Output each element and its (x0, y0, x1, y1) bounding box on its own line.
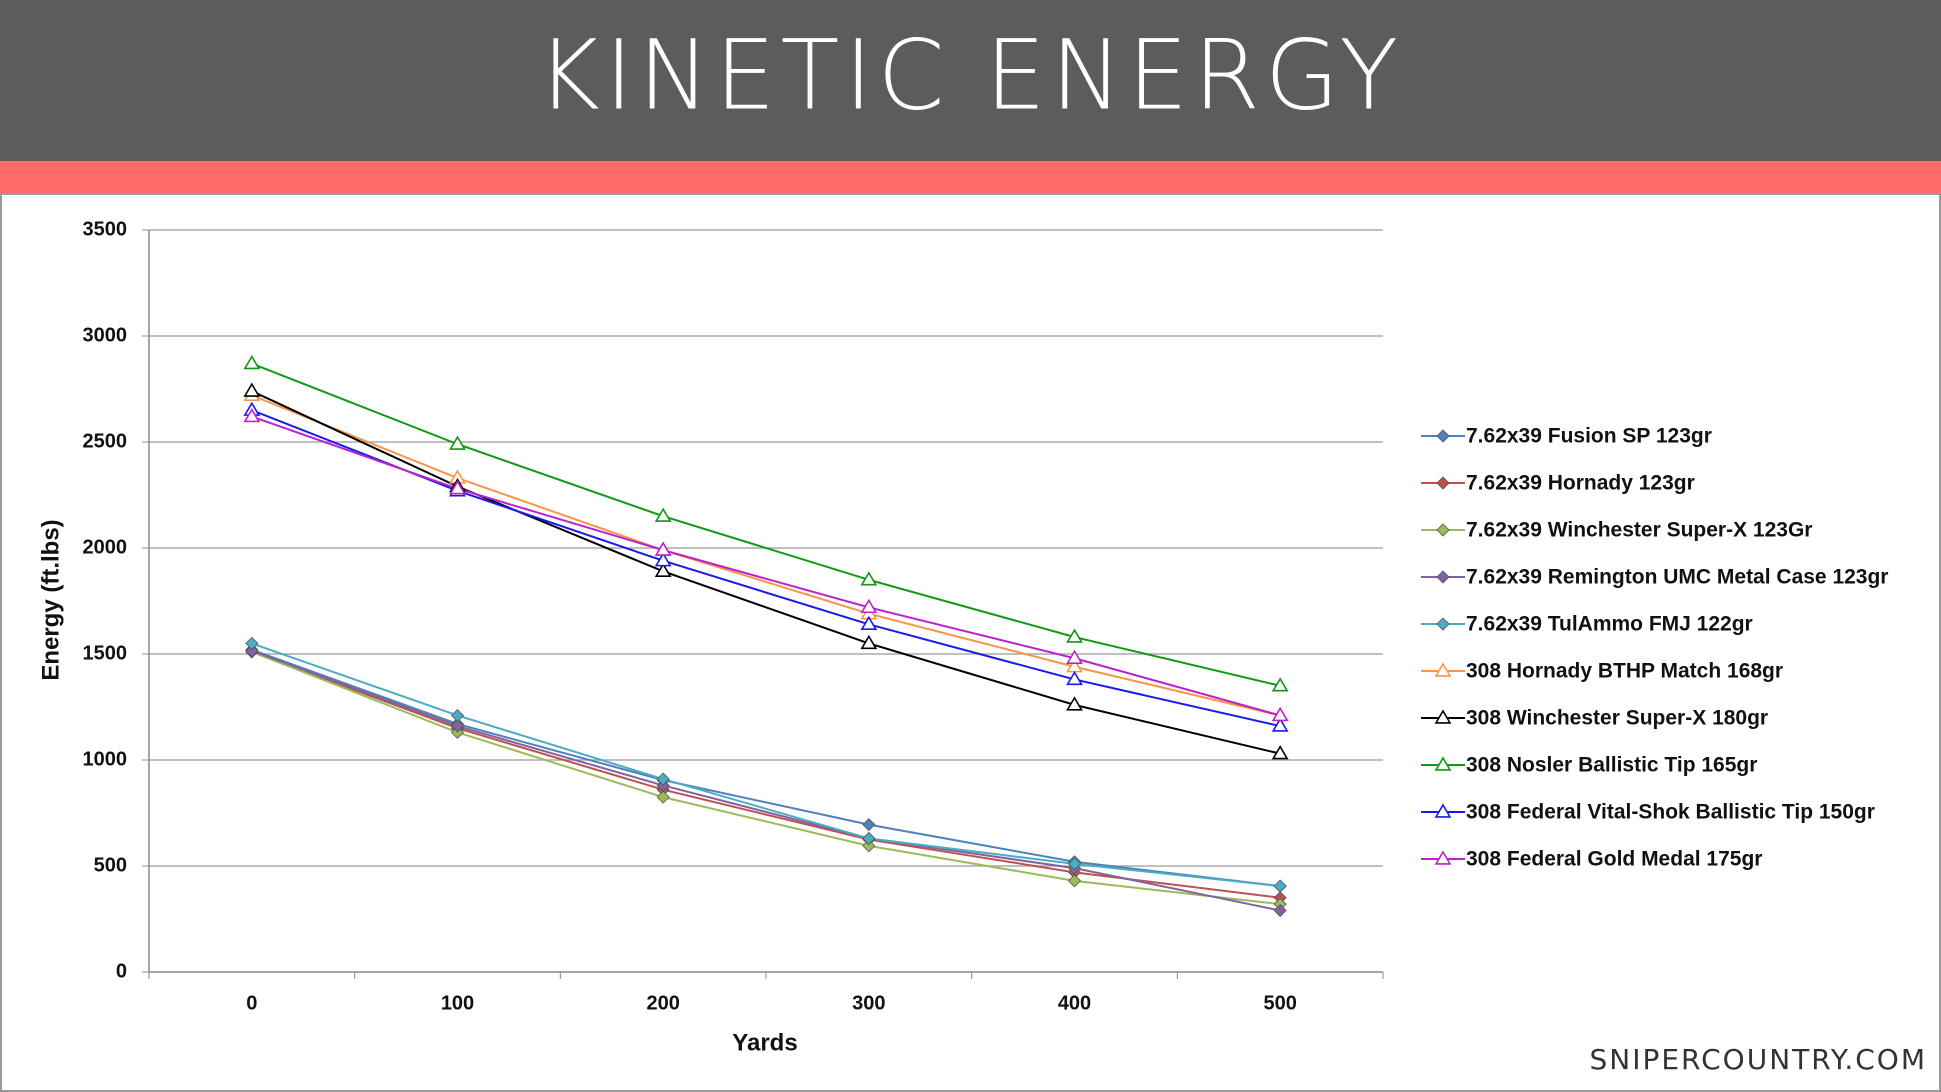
series-line (251, 390, 1281, 755)
x-tick-label: 300 (852, 992, 885, 1014)
data-point (862, 818, 876, 832)
x-tick-label: 400 (1058, 992, 1091, 1014)
series-line (251, 415, 1281, 717)
series-line (251, 649, 1281, 912)
x-tick-label: 500 (1263, 992, 1296, 1014)
data-point (654, 541, 672, 556)
data-point (450, 708, 465, 723)
chart-title: KINETIC ENERGY (537, 19, 1403, 131)
series-line (251, 642, 1281, 888)
legend-marker (1436, 429, 1450, 443)
data-point (656, 790, 670, 804)
series-line (251, 394, 1281, 717)
legend-label: 7.62x39 Remington UMC Metal Case 123gr (1466, 566, 1888, 589)
y-tick-label: 500 (94, 854, 127, 876)
legend-marker (1436, 617, 1450, 631)
legend-marker (1436, 476, 1450, 490)
legend-marker (1434, 709, 1452, 724)
y-tick-label: 1000 (83, 748, 128, 770)
legend-marker (1434, 662, 1452, 677)
data-point (450, 719, 465, 733)
series-line (251, 650, 1281, 899)
header-band (0, 0, 1941, 161)
y-tick-label: 1500 (83, 642, 128, 664)
data-point (1066, 670, 1083, 686)
legend-label: 308 Nosler Ballistic Tip 165gr (1466, 754, 1757, 777)
data-point (243, 382, 261, 397)
x-axis-label: Yards (732, 1029, 797, 1056)
legend-label: 7.62x39 Hornady 123gr (1466, 472, 1695, 495)
data-point (245, 636, 259, 650)
y-tick-label: 3000 (83, 324, 128, 346)
y-tick-label: 3500 (83, 218, 128, 240)
data-point (243, 407, 261, 423)
series-line (251, 650, 1281, 906)
legend-label: 308 Federal Vital-Shok Ballistic Tip 150… (1466, 801, 1875, 824)
legend-label: 308 Federal Gold Medal 175gr (1466, 848, 1762, 871)
data-point (656, 772, 670, 786)
series-line (251, 362, 1281, 687)
legend-label: 7.62x39 Fusion SP 123gr (1466, 425, 1712, 448)
data-point (1066, 696, 1083, 711)
accent-band (0, 161, 1941, 194)
data-point (1271, 706, 1289, 722)
legend-marker (1436, 523, 1450, 537)
data-point (1273, 879, 1287, 893)
data-point (1271, 677, 1289, 692)
legend-label: 308 Winchester Super-X 180gr (1466, 707, 1768, 730)
data-point (243, 354, 261, 370)
source-label: SNIPERCOUNTRY.COM (1590, 1043, 1928, 1076)
legend-label: 7.62x39 TulAmmo FMJ 122gr (1466, 613, 1753, 636)
data-point (449, 435, 466, 450)
series-line (251, 648, 1281, 888)
data-point (860, 615, 878, 631)
data-point (245, 644, 259, 658)
data-point (654, 552, 672, 567)
legend-marker (1434, 803, 1452, 818)
data-point (449, 480, 466, 495)
legend-label: 308 Hornady BTHP Match 168gr (1466, 660, 1783, 683)
data-point (860, 571, 878, 586)
frame (0, 193, 1941, 1092)
x-tick-label: 200 (646, 992, 679, 1014)
legend-marker (1434, 850, 1452, 865)
data-point (1271, 717, 1289, 732)
data-point (862, 839, 876, 853)
data-point (1271, 745, 1289, 760)
data-point (654, 507, 672, 522)
y-tick-label: 2500 (83, 430, 128, 452)
data-point (1067, 857, 1082, 871)
data-point (1273, 903, 1287, 918)
data-point (1066, 628, 1083, 643)
data-point (654, 562, 672, 578)
y-tick-label: 2000 (83, 536, 128, 558)
data-point (860, 634, 878, 650)
legend-marker (1434, 756, 1452, 771)
x-tick-label: 0 (246, 992, 257, 1014)
y-tick-label: 0 (116, 960, 127, 982)
data-point (862, 831, 876, 846)
legend-marker (1436, 570, 1450, 584)
x-tick-label: 100 (441, 992, 474, 1014)
data-point (1067, 874, 1082, 888)
y-axis-label: Energy (ft.lbs) (37, 519, 64, 680)
legend-label: 7.62x39 Winchester Super-X 123Gr (1466, 519, 1812, 542)
data-point (860, 598, 878, 614)
data-point (1066, 649, 1083, 664)
